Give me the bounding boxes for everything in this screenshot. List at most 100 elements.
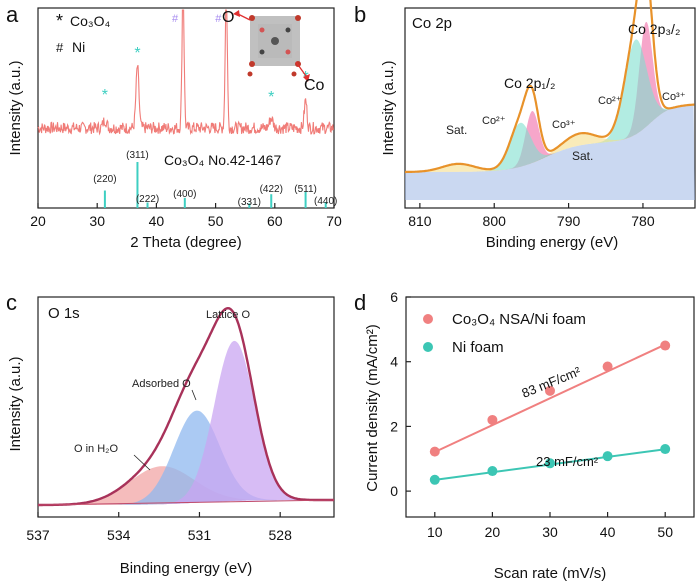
panel-d-ylabel: Current density (mA/cm²) <box>364 324 381 492</box>
x-tick-label: 528 <box>269 527 293 543</box>
data-point <box>487 414 498 425</box>
background-area <box>405 104 695 200</box>
panel-c: c 537 534 531 528 O 1s Binding energy (eV) … <box>6 290 343 577</box>
panel-c-frame <box>37 296 335 518</box>
co3o4-peak-star: * <box>268 89 274 106</box>
legend-hash-symbol: # <box>56 40 64 55</box>
xrd-pattern-line <box>37 9 334 136</box>
inset-o-label: O <box>222 9 234 26</box>
data-point <box>602 451 613 462</box>
panel-a-ylabel: Intensity (a.u.) <box>7 60 24 155</box>
x-tick-label: 810 <box>408 213 432 229</box>
fitted-envelope <box>38 306 334 507</box>
co3-label-b: Co³⁺ <box>662 91 686 103</box>
ni-peak-hash: # <box>172 13 179 25</box>
panel-d: d 10 20 30 40 50 0 2 4 6 Co₃O₄ NSA/Ni foam Ni fo… <box>354 289 695 582</box>
legend-co3o4-marker <box>423 314 433 324</box>
x-tick-label: 20 <box>30 213 46 229</box>
panel-b-ylabel: Intensity (a.u.) <box>380 60 397 155</box>
co2-label-b: Co²⁺ <box>598 95 622 107</box>
panel-b-xlabel: Binding energy (eV) <box>486 234 619 251</box>
legend-ni-label: Ni <box>72 39 85 55</box>
reference-peak-label: (331) <box>238 197 261 208</box>
x-tick-label: 50 <box>208 213 224 229</box>
water-o-label: O in H₂O <box>74 443 118 455</box>
co2p32-label: Co 2p₃/₂ <box>628 21 680 37</box>
reference-peak-label: (440) <box>314 196 337 207</box>
panel-b: b 810 800 790 780 Co 2p Binding energy (eV)… <box>354 0 698 251</box>
co3o4-peak-star: * <box>134 45 140 62</box>
data-point <box>429 446 440 457</box>
reference-peak-label: (311) <box>126 150 149 161</box>
co3-label-a: Co³⁺ <box>552 119 576 131</box>
panel-b-letter: b <box>354 2 366 27</box>
x-tick-label: 30 <box>542 524 558 540</box>
panel-c-title: O 1s <box>48 305 80 322</box>
co3o4-peak-star: * <box>102 87 108 104</box>
crystal-structure-inset <box>233 10 310 82</box>
legend-ni-foam: Ni foam <box>452 339 504 356</box>
y-tick-label: 0 <box>390 483 398 499</box>
reference-pattern: (220) (311) (222) (400) (331) (422) (511)(440) <box>38 150 337 209</box>
data-point <box>602 361 613 372</box>
o1s-spectrum <box>37 306 343 507</box>
fit-line <box>434 343 666 453</box>
component-peak <box>126 340 343 505</box>
panel-a-letter: a <box>6 2 19 27</box>
panel-c-x-ticks: 537 534 531 528 <box>26 512 292 543</box>
data-point <box>487 466 498 477</box>
panel-b-title: Co 2p <box>412 15 452 32</box>
panel-a: a (220) (311) (222) (400) (331) (422) (511)(44… <box>6 2 342 251</box>
xrd-pattern <box>37 9 334 136</box>
panel-b-frame <box>404 7 696 209</box>
panel-d-ticks: 10 20 30 40 50 0 2 4 6 <box>390 289 673 540</box>
x-tick-label: 800 <box>483 213 507 229</box>
x-tick-label: 534 <box>107 527 131 543</box>
inset-co-label: Co <box>304 77 325 94</box>
legend-ni-foam-marker <box>423 342 433 352</box>
x-tick-label: 531 <box>188 527 212 543</box>
data-point <box>660 340 671 351</box>
data-point <box>429 474 440 485</box>
cdl-fits <box>429 340 671 485</box>
panel-a-x-ticks: 20 30 40 50 60 70 <box>30 203 342 229</box>
component-peak <box>89 410 305 505</box>
component-peak <box>468 122 573 172</box>
adsorbed-o-label: Adsorbed O <box>132 378 191 390</box>
data-point <box>545 458 555 469</box>
x-tick-label: 790 <box>557 213 581 229</box>
sat-label-2: Sat. <box>572 149 593 163</box>
co2p12-label: Co 2p₁/₂ <box>504 75 555 91</box>
panel-d-letter: d <box>354 290 366 315</box>
x-tick-label: 30 <box>89 213 105 229</box>
reference-peak-label: (422) <box>260 184 283 195</box>
panel-c-ylabel: Intensity (a.u.) <box>7 356 24 451</box>
co2-label-a: Co²⁺ <box>482 115 506 127</box>
reference-peak-label: (511) <box>294 184 317 195</box>
legend-co3o4-nsa: Co₃O₄ NSA/Ni foam <box>452 311 586 328</box>
x-tick-label: 537 <box>26 527 50 543</box>
sat-label-1: Sat. <box>446 123 467 137</box>
panel-c-xlabel: Binding energy (eV) <box>120 560 253 577</box>
x-tick-label: 10 <box>427 524 443 540</box>
slope-label-ni: 23 mF/cm² <box>536 454 599 469</box>
reference-peak-label: (220) <box>93 174 116 185</box>
x-tick-label: 50 <box>657 524 673 540</box>
panel-d-frame <box>405 296 695 518</box>
y-tick-label: 2 <box>390 418 398 434</box>
baseline <box>37 499 335 506</box>
panel-b-x-ticks: 810 800 790 780 <box>408 203 655 229</box>
x-tick-label: 60 <box>267 213 283 229</box>
data-point <box>660 444 671 455</box>
panel-c-letter: c <box>6 290 17 315</box>
reference-peak-label: (222) <box>136 194 159 205</box>
legend-co3o4-label: Co₃O₄ <box>70 13 110 29</box>
x-tick-label: 40 <box>149 213 165 229</box>
x-tick-label: 780 <box>631 213 655 229</box>
reference-peak-label: (400) <box>173 189 196 200</box>
co2p-spectrum <box>405 0 698 200</box>
legend-star-symbol: * <box>56 11 63 31</box>
panel-a-xlabel: 2 Theta (degree) <box>130 234 241 251</box>
x-tick-label: 20 <box>485 524 501 540</box>
